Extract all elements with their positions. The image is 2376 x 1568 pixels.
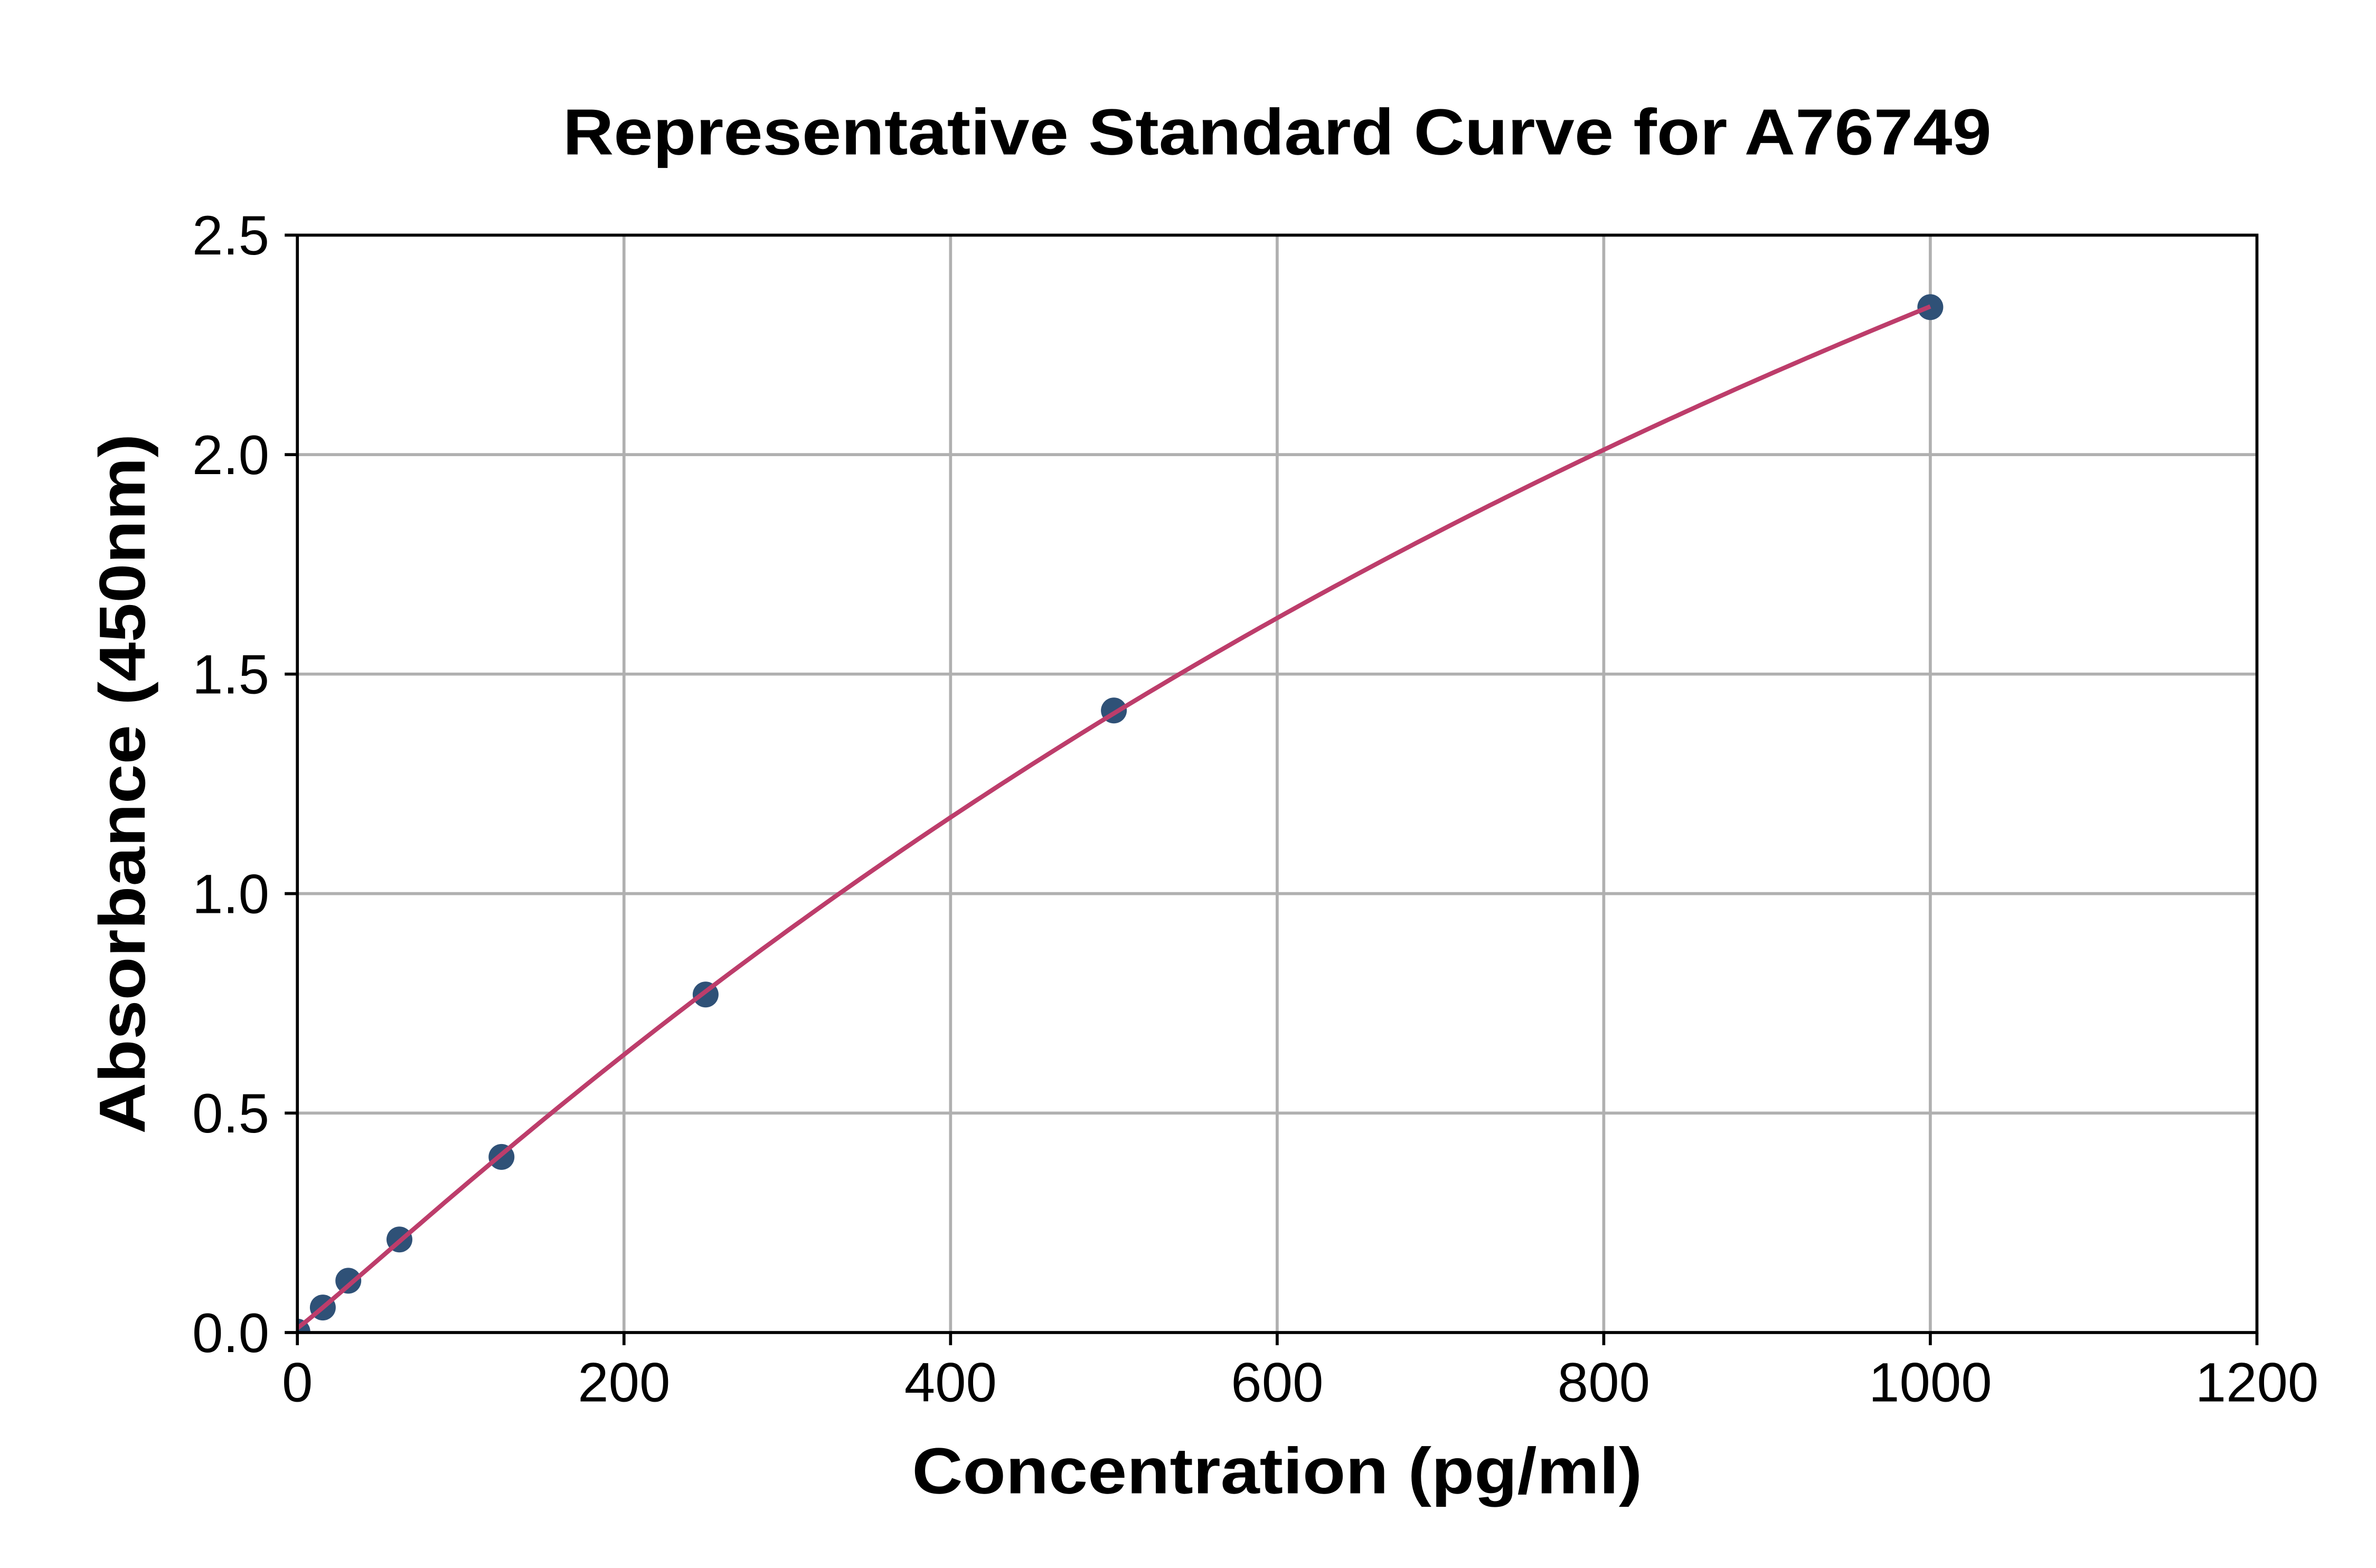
svg-text:Concentration (pg/ml): Concentration (pg/ml) <box>912 1435 1642 1508</box>
svg-text:600: 600 <box>1231 1352 1323 1414</box>
svg-text:1.0: 1.0 <box>192 863 269 925</box>
svg-text:2.5: 2.5 <box>192 205 269 267</box>
svg-text:1000: 1000 <box>1869 1352 1992 1414</box>
svg-text:0: 0 <box>282 1352 313 1414</box>
svg-text:0.5: 0.5 <box>192 1083 269 1145</box>
svg-text:2.0: 2.0 <box>192 424 269 486</box>
svg-text:0.0: 0.0 <box>192 1302 269 1364</box>
svg-text:200: 200 <box>578 1352 670 1414</box>
svg-text:800: 800 <box>1558 1352 1650 1414</box>
svg-text:Absorbance (450nm): Absorbance (450nm) <box>86 434 159 1134</box>
svg-text:1.5: 1.5 <box>192 644 269 706</box>
svg-text:1200: 1200 <box>2195 1352 2319 1414</box>
svg-text:400: 400 <box>904 1352 997 1414</box>
svg-text:Representative Standard Curve: Representative Standard Curve for A76749 <box>563 96 1992 169</box>
